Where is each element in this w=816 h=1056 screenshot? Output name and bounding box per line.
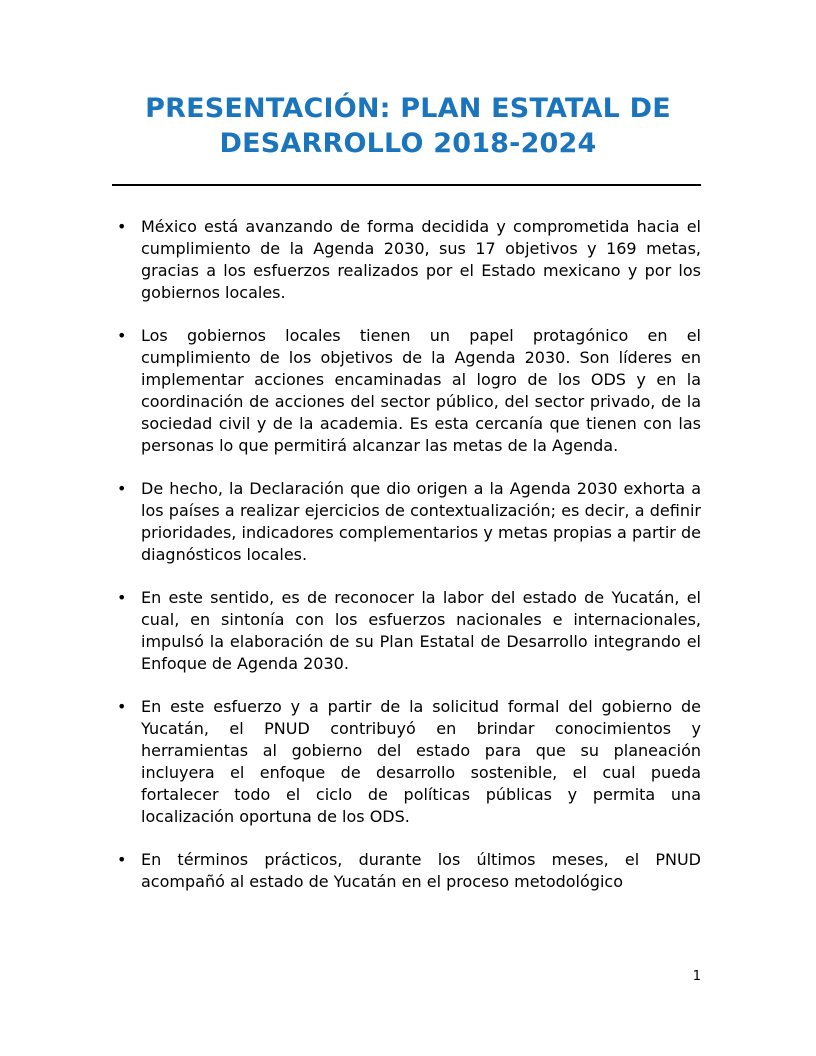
paragraph-text: México está avanzando de forma decidida … [141,217,701,302]
paragraph-text: Los gobiernos locales tienen un papel pr… [141,326,701,455]
paragraph-text: En términos prácticos, durante los últim… [141,850,701,891]
paragraph-text: De hecho, la Declaración que dio origen … [141,479,701,564]
page-title-line-2: DESARROLLO 2018-2024 [219,128,597,159]
list-item: • En términos prácticos, durante los últ… [115,849,701,893]
list-item: • En este sentido, es de reconocer la la… [115,587,701,675]
title-divider-line [112,184,701,186]
list-item: • Los gobiernos locales tienen un papel … [115,325,701,457]
list-item: • De hecho, la Declaración que dio orige… [115,478,701,566]
page-number: 1 [692,969,701,984]
bullet-list: • México está avanzando de forma decidid… [115,216,701,914]
paragraph-text: En este esfuerzo y a partir de la solici… [141,697,701,826]
paragraph-text: En este sentido, es de reconocer la labo… [141,588,701,673]
page-title-line-1: PRESENTACIÓN: PLAN ESTATAL DE [145,93,671,124]
bullet-icon: • [117,697,127,716]
list-item: • En este esfuerzo y a partir de la soli… [115,696,701,828]
bullet-icon: • [117,326,127,345]
bullet-icon: • [117,588,127,607]
page-title: PRESENTACIÓN: PLAN ESTATAL DE DESARROLLO… [0,91,816,161]
bullet-icon: • [117,850,127,869]
bullet-icon: • [117,217,127,236]
bullet-icon: • [117,479,127,498]
list-item: • México está avanzando de forma decidid… [115,216,701,304]
